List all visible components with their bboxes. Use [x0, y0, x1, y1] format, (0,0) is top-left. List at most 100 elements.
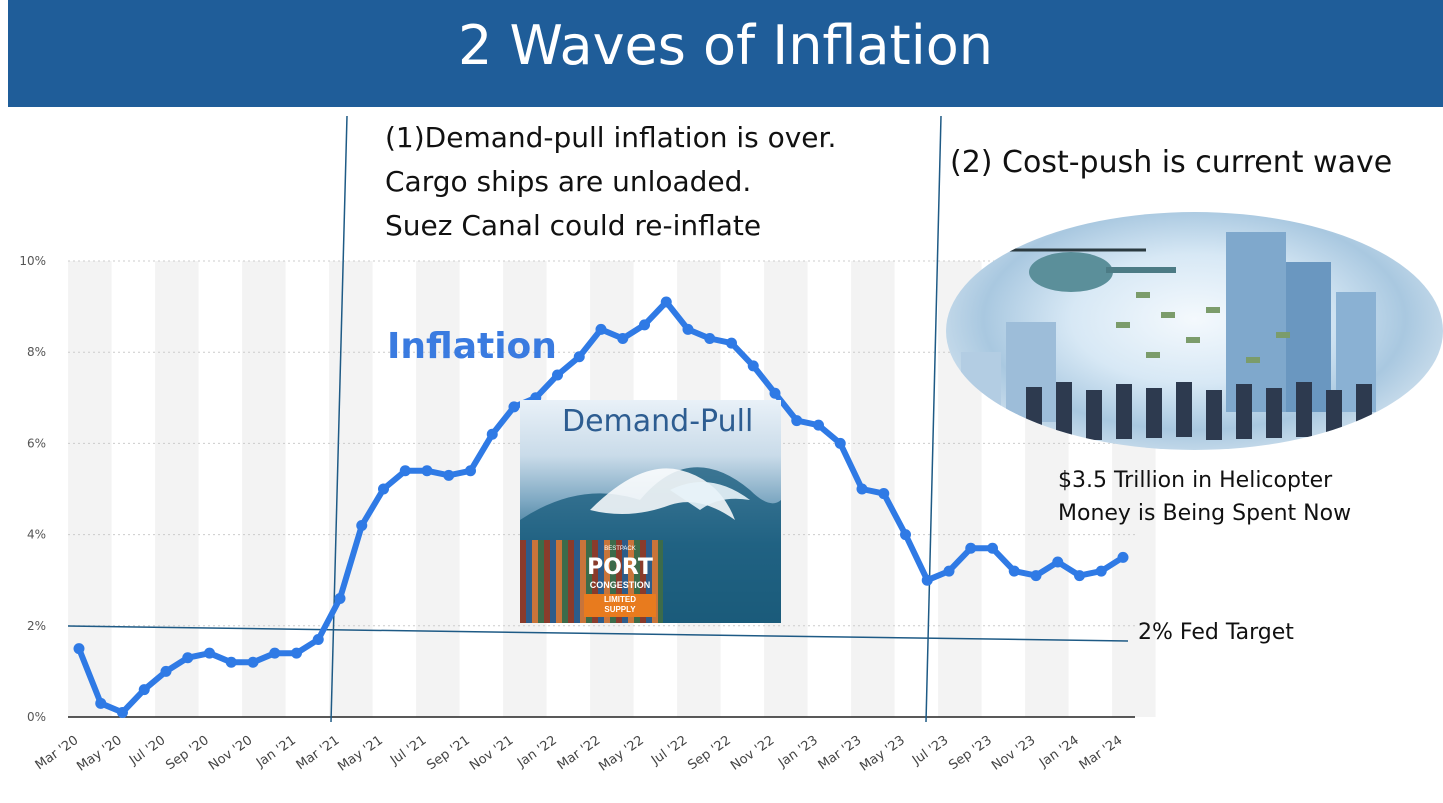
data-point — [1095, 565, 1107, 577]
note1-line: Cargo ships are unloaded. — [385, 165, 752, 198]
helicopter-caption-line: Money is Being Spent Now — [1058, 501, 1352, 526]
x-tick-label: Sep '22 — [685, 733, 734, 773]
port-tag-2: SUPPLY — [604, 605, 636, 614]
y-tick-label: 4% — [27, 528, 46, 542]
x-tick-label: May '22 — [596, 733, 646, 775]
x-tick-label: Jul '21 — [387, 733, 429, 769]
x-tick-label: Jan '23 — [775, 733, 821, 771]
x-tick-label: Nov '20 — [206, 733, 255, 774]
data-point — [247, 656, 259, 668]
port-brand: BESTPACK — [604, 546, 636, 552]
data-point — [269, 647, 281, 659]
port-word: PORT — [587, 555, 653, 580]
demand-pull-image: Demand-Pull BESTPACK PORT CONGESTION LIM… — [520, 400, 781, 623]
annotation-lines — [67, 115, 1129, 723]
data-point — [856, 483, 868, 495]
data-point — [552, 369, 563, 381]
y-tick-label: 2% — [27, 619, 46, 633]
port-tag-1: LIMITED — [604, 595, 636, 604]
y-axis-ticks: 0% 2% 4% 6% 8% 10% — [19, 254, 46, 724]
data-point — [943, 565, 955, 577]
chart-band — [416, 261, 460, 717]
data-point — [834, 437, 846, 449]
data-point — [421, 465, 433, 477]
data-point — [508, 401, 520, 413]
x-tick-label: Nov '23 — [989, 733, 1038, 774]
data-point — [682, 323, 694, 335]
x-tick-label: May '21 — [335, 733, 385, 775]
port-badge: BESTPACK PORT CONGESTION LIMITED SUPPLY — [580, 546, 660, 620]
demand-pull-divider-line — [330, 115, 348, 723]
data-point — [813, 419, 824, 431]
data-point — [747, 360, 759, 372]
x-tick-label: Mar '20 — [33, 733, 82, 773]
data-point — [617, 333, 629, 345]
data-point — [726, 337, 737, 349]
fed-target-label: 2% Fed Target — [1138, 620, 1294, 645]
port-congestion-word: CONGESTION — [589, 580, 651, 590]
data-point — [117, 706, 128, 718]
data-point — [443, 469, 455, 481]
data-point — [1008, 565, 1020, 577]
data-point — [987, 542, 998, 554]
data-point — [73, 643, 85, 655]
x-tick-label: Jan '24 — [1036, 733, 1082, 771]
data-point — [1074, 570, 1085, 582]
x-tick-label: Mar '22 — [555, 733, 604, 773]
data-point — [1117, 551, 1129, 563]
data-point — [378, 483, 389, 495]
page-title: 2 Waves of Inflation — [458, 14, 993, 77]
fed-target-line — [67, 625, 1129, 642]
chart-band — [155, 261, 199, 717]
cost-push-divider-line — [925, 115, 942, 723]
x-tick-label: Mar '24 — [1077, 733, 1126, 773]
data-point — [312, 633, 324, 645]
x-tick-label: Nov '21 — [467, 733, 516, 774]
title-bar: 2 Waves of Inflation — [8, 0, 1443, 107]
x-tick-label: Mar '23 — [816, 733, 865, 773]
data-point — [900, 529, 911, 541]
data-point — [660, 296, 672, 308]
data-point — [95, 697, 107, 709]
inflation-series-label: Inflation — [387, 326, 557, 367]
x-tick-label: Sep '23 — [946, 733, 995, 773]
helicopter-caption: $3.5 Trillion in Helicopter Money is Bei… — [1058, 464, 1351, 530]
data-point — [160, 665, 172, 677]
data-point — [573, 351, 585, 363]
x-tick-label: Sep '21 — [424, 733, 473, 773]
chart-band — [242, 261, 286, 717]
cost-push-note: (2) Cost-push is current wave — [950, 145, 1393, 180]
demand-pull-label: Demand-Pull — [562, 404, 754, 439]
y-tick-label: 0% — [27, 710, 46, 724]
x-tick-label: Jan '21 — [253, 733, 299, 771]
chart-band — [329, 261, 373, 717]
x-tick-label: Jan '22 — [514, 733, 560, 771]
data-point — [138, 684, 150, 696]
x-tick-label: Sep '20 — [163, 733, 212, 773]
data-point — [334, 592, 346, 604]
helicopter-caption-line: $3.5 Trillion in Helicopter — [1058, 468, 1333, 493]
y-tick-label: 6% — [27, 436, 46, 450]
helicopter-money-image — [946, 212, 1443, 450]
x-tick-label: Jul '22 — [648, 733, 690, 769]
data-point — [791, 415, 803, 427]
note1-line: Suez Canal could re-inflate — [385, 209, 762, 242]
data-point — [465, 465, 476, 477]
data-point — [639, 319, 650, 331]
data-point — [356, 519, 368, 531]
x-tick-label: Mar '21 — [294, 733, 343, 773]
note1-line: (1)Demand-pull inflation is over. — [385, 121, 837, 154]
data-point — [486, 428, 498, 440]
data-point — [1052, 556, 1064, 568]
demand-pull-note: (1)Demand-pull inflation is over. Cargo … — [385, 116, 836, 248]
helicopter-scene — [961, 232, 1376, 440]
data-point — [225, 656, 237, 668]
x-tick-label: Nov '22 — [728, 733, 777, 774]
data-point — [1030, 570, 1042, 582]
data-point — [965, 542, 977, 554]
inflation-series — [73, 296, 1129, 718]
chart-grid — [68, 260, 1135, 718]
x-tick-label: Jul '23 — [909, 733, 951, 769]
data-point — [769, 387, 781, 399]
